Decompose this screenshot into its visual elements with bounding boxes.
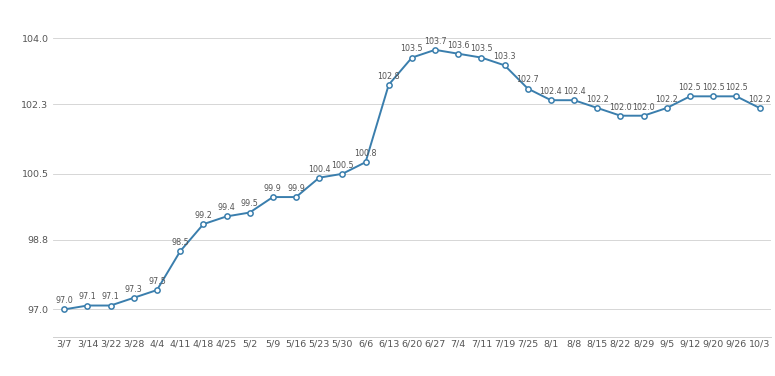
Text: 103.6: 103.6 — [447, 41, 470, 50]
Text: 103.5: 103.5 — [401, 44, 423, 53]
Text: 102.5: 102.5 — [702, 83, 725, 92]
Text: 99.5: 99.5 — [241, 199, 259, 208]
Text: 102.5: 102.5 — [679, 83, 701, 92]
Text: 100.4: 100.4 — [308, 165, 330, 173]
Text: 100.5: 100.5 — [331, 161, 353, 170]
Text: 99.9: 99.9 — [287, 184, 305, 193]
Text: 102.4: 102.4 — [563, 87, 585, 96]
Text: 102.7: 102.7 — [516, 76, 539, 85]
Text: 102.0: 102.0 — [609, 103, 632, 112]
Text: 103.3: 103.3 — [494, 52, 516, 61]
Text: 102.2: 102.2 — [656, 95, 678, 104]
Text: 102.2: 102.2 — [586, 95, 608, 104]
Text: 97.5: 97.5 — [148, 277, 166, 286]
Text: 99.2: 99.2 — [195, 211, 212, 220]
Text: 99.9: 99.9 — [264, 184, 282, 193]
Text: 102.8: 102.8 — [377, 71, 400, 80]
Text: 103.5: 103.5 — [470, 44, 493, 53]
Text: 102.4: 102.4 — [539, 87, 563, 96]
Text: 97.0: 97.0 — [56, 296, 73, 305]
Text: 103.7: 103.7 — [424, 37, 446, 45]
Text: 97.3: 97.3 — [125, 285, 143, 294]
Text: 102.2: 102.2 — [748, 95, 771, 104]
Text: 97.1: 97.1 — [102, 293, 119, 301]
Text: 97.1: 97.1 — [78, 293, 96, 301]
Text: 100.8: 100.8 — [354, 149, 377, 158]
Text: 99.4: 99.4 — [218, 203, 236, 212]
Text: 102.5: 102.5 — [725, 83, 748, 92]
Text: 98.5: 98.5 — [171, 238, 189, 247]
Text: 102.0: 102.0 — [632, 103, 655, 112]
